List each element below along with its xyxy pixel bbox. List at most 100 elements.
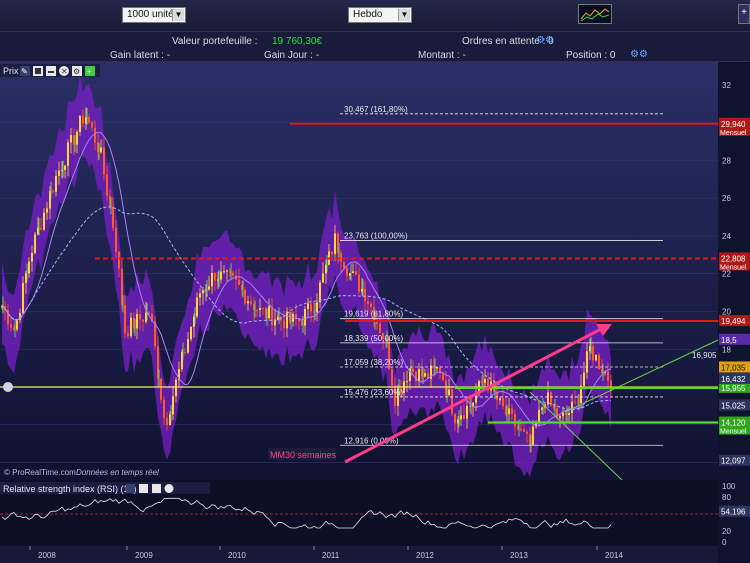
minimize-icon[interactable] (46, 66, 56, 76)
candle-body (118, 251, 120, 269)
candle-body (331, 251, 333, 255)
candle-body (313, 311, 315, 313)
close-icon[interactable]: ✕ (59, 66, 69, 76)
add-indicator-icon[interactable]: + (85, 66, 95, 76)
position: Position : 0 (566, 50, 616, 61)
resistance-price-tag (719, 117, 750, 136)
candle-body (319, 282, 321, 303)
price-chart[interactable]: 30,467 (161,80%) 23,763 (100,00%) 19,619 (… (0, 62, 750, 563)
support-timeframe-label: Mensuel (720, 429, 747, 436)
moving-averages (1, 131, 612, 427)
rsi-value-tag (719, 505, 750, 517)
price-axis-labels: 121416182022242628303229,940Mensuel22,80… (719, 81, 750, 468)
rsi-minimize-icon[interactable] (152, 484, 161, 493)
candle-body (211, 272, 213, 287)
candle-body (64, 165, 66, 170)
x-tick-label: 2014 (605, 551, 623, 560)
time-axis (0, 546, 718, 563)
candle-body (442, 372, 444, 381)
short-moving-average (1, 131, 612, 427)
candle-body (43, 212, 45, 230)
expand-button[interactable]: + (738, 4, 750, 24)
candle-body (526, 431, 528, 434)
candle-body (139, 314, 141, 320)
arrow-head (596, 324, 612, 336)
pin-icon[interactable] (3, 382, 13, 393)
candle-body (154, 321, 156, 347)
candle-body (127, 333, 129, 337)
portfolio-value: 19 760,30€ (272, 36, 323, 47)
candle-body (496, 391, 498, 401)
candle-body (571, 401, 573, 414)
candle-body (259, 307, 261, 311)
candle-body (358, 274, 360, 292)
candle-body (31, 252, 33, 262)
candle-body (19, 313, 21, 321)
candle-body (307, 303, 309, 310)
candle-body (481, 381, 483, 383)
green-trendline (564, 339, 719, 413)
daily-gain: Gain Jour : - (264, 50, 320, 61)
candle-body (202, 289, 204, 294)
candle-body (142, 319, 144, 322)
candle-body (124, 304, 126, 334)
candle-body (598, 354, 600, 370)
candle-body (343, 262, 345, 269)
candle-body (421, 368, 423, 377)
chart-thumbnail-button[interactable] (578, 4, 612, 24)
candle-body (85, 117, 87, 124)
candle-body (400, 388, 402, 393)
wrench-icon[interactable]: ✎ (20, 66, 30, 76)
candle-body (316, 302, 318, 313)
y-tick-label: 24 (722, 232, 731, 241)
candle-body (367, 301, 369, 304)
rsi-close-icon[interactable] (164, 484, 174, 493)
timeframe-select[interactable]: Hebdo ▼ (348, 7, 412, 23)
candle-body (394, 385, 396, 406)
candle-body (268, 306, 270, 319)
x-tick-label: 2012 (416, 551, 434, 560)
candle-body (91, 122, 93, 128)
mm30-moving-average (1, 206, 612, 411)
pending-orders: Ordres en attente : 0 (462, 36, 554, 47)
y-tick-label: 22 (722, 270, 731, 279)
candle-body (136, 314, 138, 329)
settings-icon[interactable]: ⚙ (72, 66, 82, 76)
candle-body (229, 270, 231, 273)
pending-orders-settings-icon[interactable]: ⚙⚙ (536, 35, 554, 46)
x-tick-label: 2008 (38, 551, 56, 560)
candle-body (553, 405, 555, 409)
candle-body (22, 282, 24, 314)
candle-body (34, 234, 36, 253)
price-levels: 30,467 (161,80%) 23,763 (100,00%) 19,619 (… (0, 105, 718, 446)
candle-body (325, 264, 327, 274)
candle-body (247, 301, 249, 304)
rsi-wrench-icon[interactable] (126, 484, 135, 493)
square-icon[interactable] (33, 66, 43, 76)
candle-body (373, 306, 375, 323)
candle-body (547, 392, 549, 405)
candle-body (97, 142, 99, 153)
candle-body (391, 369, 393, 386)
amount: Montant : - (418, 50, 466, 61)
candle-body (262, 307, 264, 309)
price-axis (718, 62, 750, 563)
candle-body (451, 389, 453, 414)
candle-body (265, 308, 267, 319)
candle-body (385, 338, 387, 340)
candle-body (610, 380, 612, 391)
candle-body (589, 346, 591, 352)
candle-body (502, 398, 504, 407)
rsi-square-icon[interactable] (139, 484, 148, 493)
candle-body (463, 415, 465, 419)
candle-body (484, 379, 486, 383)
rsi-tick-label: 0 (722, 538, 727, 547)
candle-body (175, 379, 177, 397)
support-price-label: 14,120 (721, 419, 746, 428)
quantity-select[interactable]: 1000 unités ▼ (122, 7, 186, 23)
price-tag-label: 17,035 (721, 363, 746, 372)
candle-body (310, 303, 312, 312)
position-settings-icon[interactable]: ⚙⚙ (630, 49, 648, 60)
candle-body (466, 405, 468, 419)
